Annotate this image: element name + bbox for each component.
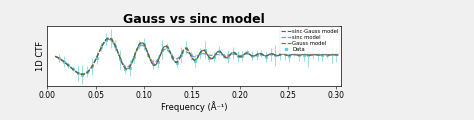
sinc model — [130, 57, 136, 59]
Line: Gauss model: Gauss model — [55, 38, 338, 74]
sinc·Gauss model — [336, 54, 341, 56]
Y-axis label: 1D CTF: 1D CTF — [36, 41, 45, 72]
Title: Gauss vs sinc model: Gauss vs sinc model — [123, 13, 265, 26]
sinc·Gauss model — [106, 37, 112, 39]
sinc model — [336, 54, 341, 56]
Gauss model — [324, 54, 330, 56]
sinc model — [79, 73, 85, 75]
Gauss model — [108, 38, 113, 39]
sinc·Gauss model — [52, 56, 58, 57]
sinc·Gauss model — [324, 54, 330, 56]
Line: sinc·Gauss model: sinc·Gauss model — [55, 38, 338, 74]
Line: sinc model: sinc model — [55, 39, 338, 74]
sinc·Gauss model — [64, 63, 69, 64]
Gauss model — [64, 63, 69, 64]
Gauss model — [79, 74, 85, 75]
sinc model — [324, 54, 330, 56]
Gauss model — [69, 68, 75, 69]
sinc·Gauss model — [130, 58, 136, 60]
Legend: sinc·Gauss model, sinc model, Gauss model, Data: sinc·Gauss model, sinc model, Gauss mode… — [280, 27, 340, 54]
Gauss model — [314, 54, 320, 56]
sinc model — [64, 63, 69, 64]
sinc·Gauss model — [108, 38, 113, 39]
Gauss model — [106, 38, 112, 39]
Gauss model — [52, 56, 58, 57]
sinc·Gauss model — [69, 68, 75, 69]
sinc model — [106, 39, 112, 40]
Gauss model — [336, 54, 341, 56]
sinc·Gauss model — [79, 74, 85, 75]
sinc·Gauss model — [314, 54, 320, 56]
sinc model — [314, 54, 320, 56]
sinc model — [52, 56, 58, 57]
sinc model — [69, 68, 75, 69]
X-axis label: Frequency (Å⁻¹): Frequency (Å⁻¹) — [161, 101, 228, 112]
sinc model — [108, 39, 113, 41]
Gauss model — [130, 58, 136, 60]
